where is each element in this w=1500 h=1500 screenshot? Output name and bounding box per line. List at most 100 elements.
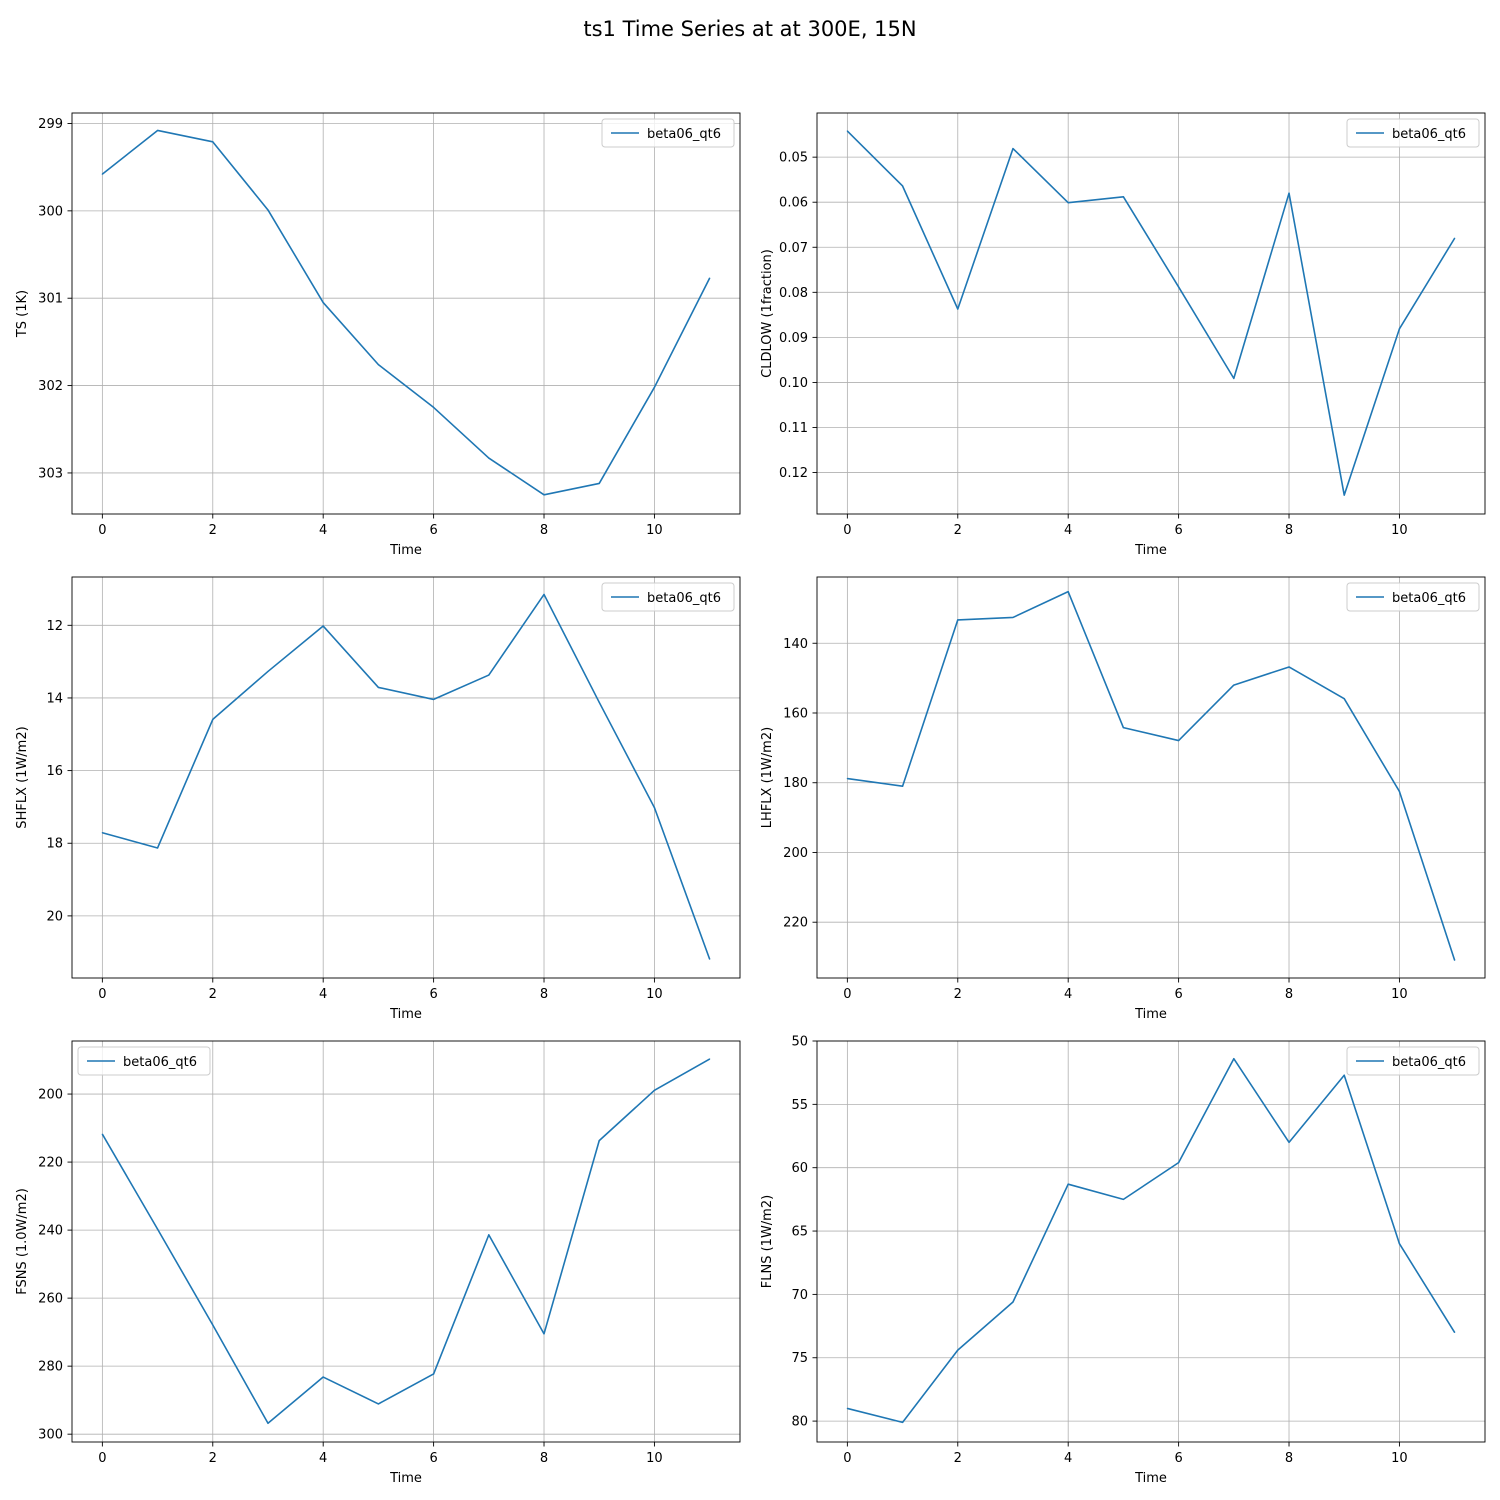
data-point [1343,494,1345,496]
data-point [709,277,711,279]
x-tick-label: 8 [1285,523,1293,538]
x-tick-label: 2 [954,523,962,538]
data-point [156,1228,159,1230]
data-point [543,494,545,496]
legend: beta06_qt6 [601,118,735,148]
x-tick-label: 8 [540,987,548,1002]
data-point [322,301,324,304]
data-point [653,1089,656,1091]
y-tick-label: 140 [783,637,808,652]
data-point [957,619,959,621]
data-point [1233,1058,1235,1060]
x-tick-label: 2 [954,1451,962,1466]
x-tick-label: 0 [98,523,106,538]
legend-label: beta06_qt6 [1392,591,1466,606]
subplot-3: 0 2 4 6 8 10 12 14 16 18 20 Time SHFLX (1W/m2) beta06… [15,576,741,1022]
x-tick-label: 0 [98,1451,106,1466]
y-tick-label: 20 [46,909,63,924]
x-tick-label: 8 [540,1451,548,1466]
y-tick-label: 303 [38,466,63,481]
series-line-beta06_qt6 [101,129,711,496]
y-tick-label: 200 [783,846,808,861]
data-point [433,698,435,701]
y-tick-label: 60 [791,1161,808,1176]
data-point [156,129,159,132]
data-point [543,593,545,596]
data-point [377,1403,379,1405]
x-tick-label: 0 [843,987,851,1002]
y-axis-label: FSNS (1.0W/m2) [15,1188,30,1295]
data-point [156,847,159,849]
legend-box [1346,118,1480,148]
y-tick-label: 0.08 [779,286,808,301]
x-tick-label: 0 [98,987,106,1002]
y-tick-label: 200 [38,1088,63,1103]
data-point [1012,1301,1014,1303]
y-axis-label: CLDLOW (1fraction) [760,249,775,378]
y-axis-label: LHFLX (1W/m2) [760,727,775,828]
data-point [1067,202,1069,204]
series-line-beta06_qt6 [101,1058,711,1425]
data-point [1288,192,1290,194]
legend-box [77,1046,211,1076]
data-point [1343,1074,1345,1076]
data-point [653,386,656,388]
legend-label: beta06_qt6 [647,591,721,606]
x-tick-label: 10 [646,523,663,538]
data-point [1122,196,1124,198]
x-tick-label: 8 [1285,1451,1293,1466]
data-point [1288,1141,1290,1143]
y-tick-label: 55 [791,1098,808,1113]
y-tick-label: 220 [38,1156,63,1171]
y-tick-label: 65 [791,1225,808,1240]
x-tick-label: 10 [646,1451,663,1466]
legend-box [1346,582,1480,612]
data-point [1178,739,1180,742]
data-point [1233,684,1235,686]
y-tick-label: 260 [38,1292,63,1307]
series-line-beta06_qt6 [102,593,711,960]
x-tick-label: 6 [429,523,437,538]
data-point [322,1376,324,1378]
y-tick-label: 0.06 [779,196,808,211]
y-tick-label: 280 [38,1360,63,1375]
legend: beta06_qt6 [1346,118,1480,148]
axes-frame [71,576,741,979]
x-tick-label: 6 [429,1451,437,1466]
legend-box [601,118,735,148]
y-tick-label: 16 [46,764,63,779]
y-tick-label: 240 [38,1224,63,1239]
x-axis-label: Time [1134,1471,1167,1486]
x-tick-label: 4 [319,987,327,1002]
data-point [267,1422,269,1424]
data-point [212,1324,214,1326]
data-point [212,141,214,143]
legend-box [601,582,735,612]
data-point [1233,377,1235,379]
data-point [598,1140,600,1142]
axes-frame [71,112,741,515]
subplot-1: 0 2 4 6 8 10 299 300 301 302 303 Time TS (1K) beta06_… [15,112,741,558]
axes-frame [816,576,1486,979]
y-tick-label: 0.05 [779,151,808,166]
data-point [901,185,904,187]
y-tick-label: 299 [38,117,63,132]
data-point [101,173,103,175]
data-point [267,670,269,673]
y-tick-label: 50 [791,1035,808,1050]
data-point [543,1333,545,1335]
x-tick-label: 0 [843,523,851,538]
x-tick-label: 2 [209,987,217,1002]
data-point [1122,1198,1124,1200]
x-tick-label: 6 [429,987,437,1002]
data-point [1122,727,1124,729]
data-point [901,1421,904,1423]
legend-label: beta06_qt6 [647,127,721,142]
data-point [488,1234,490,1236]
y-tick-label: 12 [46,619,63,634]
data-point [1398,1243,1401,1245]
y-tick-label: 300 [38,1428,63,1443]
legend-box [1346,1046,1480,1076]
data-point [322,625,324,627]
